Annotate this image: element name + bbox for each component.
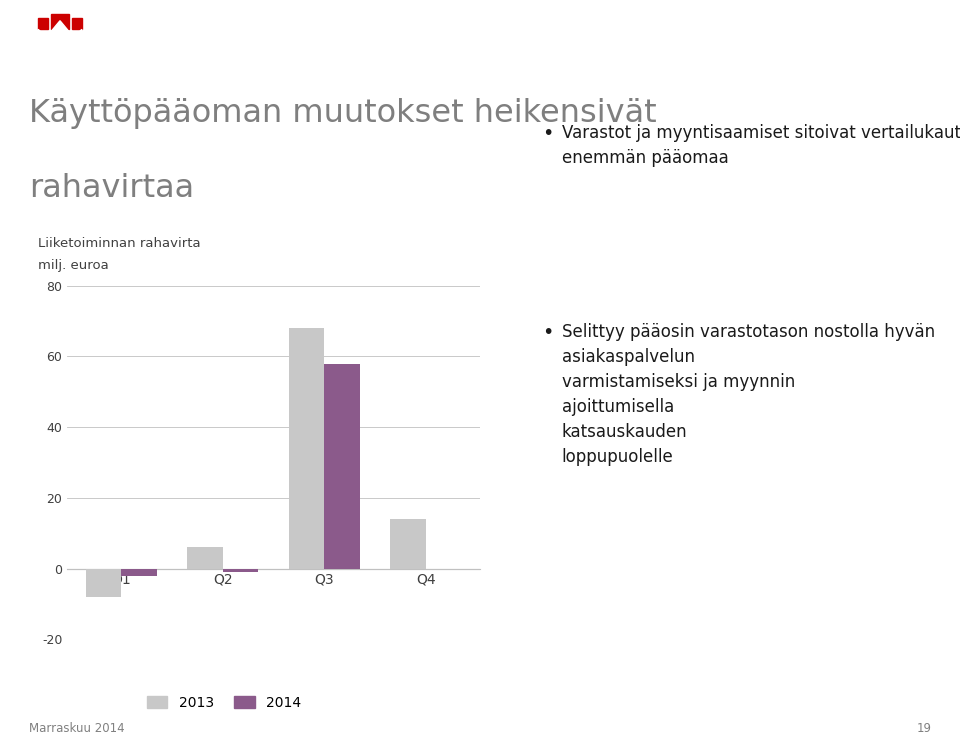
Text: Varastot ja myyntisaamiset sitoivat vertailukautta
enemmän pääomaa: Varastot ja myyntisaamiset sitoivat vert… xyxy=(562,124,960,167)
Text: •: • xyxy=(542,323,554,342)
Text: Käyttöpääoman muutokset heikensivät: Käyttöpääoman muutokset heikensivät xyxy=(29,98,657,129)
Bar xyxy=(223,569,258,572)
Bar xyxy=(289,328,324,569)
Bar xyxy=(390,519,425,569)
Text: Marraskuu 2014: Marraskuu 2014 xyxy=(29,723,125,735)
Polygon shape xyxy=(51,14,69,29)
Bar xyxy=(187,547,223,569)
Polygon shape xyxy=(73,18,82,29)
Text: TIKKURILA: TIKKURILA xyxy=(39,62,81,68)
Text: Liiketoiminnan rahavirta: Liiketoiminnan rahavirta xyxy=(38,237,201,250)
Text: rahavirtaa: rahavirtaa xyxy=(29,173,194,204)
Bar xyxy=(324,363,360,569)
Text: milj. euroa: milj. euroa xyxy=(38,259,109,272)
Polygon shape xyxy=(38,18,47,29)
Text: 19: 19 xyxy=(916,723,931,735)
Bar xyxy=(122,569,157,575)
Text: Selittyy pääosin varastotason nostolla hyvän
asiakaspalvelun
varmistamiseksi ja : Selittyy pääosin varastotason nostolla h… xyxy=(562,323,935,466)
Polygon shape xyxy=(38,23,82,49)
Bar xyxy=(86,569,122,597)
Polygon shape xyxy=(38,21,82,49)
Text: •: • xyxy=(542,124,554,143)
Legend: 2013, 2014: 2013, 2014 xyxy=(147,696,301,710)
